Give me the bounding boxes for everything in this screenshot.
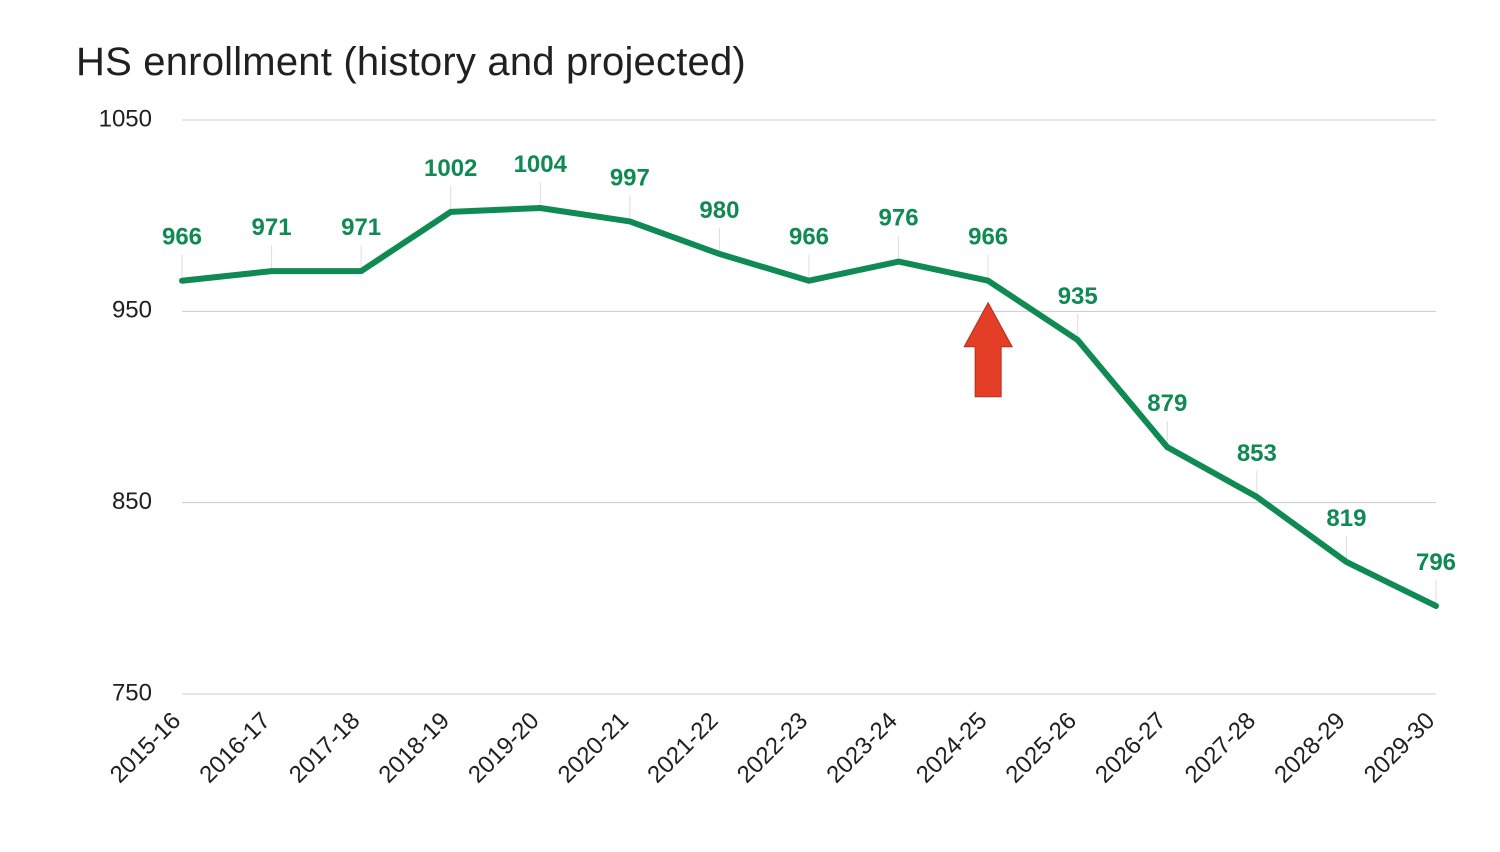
y-tick-label: 1050 — [99, 105, 152, 132]
y-tick-label: 750 — [112, 679, 152, 706]
x-tick-label: 2027-28 — [1180, 707, 1261, 788]
line-chart: 750 850 950 1050 2015-162016-172017-182018-1… — [0, 0, 1500, 852]
x-tick-label: 2018-19 — [374, 707, 455, 788]
x-tick-label: 2017-18 — [284, 707, 365, 788]
y-tick-label: 850 — [112, 488, 152, 515]
x-tick-label: 2022-23 — [732, 707, 813, 788]
data-label: 976 — [879, 205, 919, 232]
data-label: 966 — [789, 224, 829, 251]
data-label: 879 — [1147, 390, 1187, 417]
x-tick-label: 2016-17 — [194, 707, 275, 788]
x-tick-label: 2025-26 — [1001, 707, 1082, 788]
data-label: 1004 — [514, 151, 568, 178]
data-label: 971 — [252, 214, 292, 241]
x-tick-label: 2026-27 — [1090, 707, 1171, 788]
x-tick-label: 2023-24 — [821, 707, 902, 788]
x-tick-label: 2019-20 — [463, 707, 544, 788]
data-label: 853 — [1237, 440, 1277, 467]
data-label: 997 — [610, 164, 650, 191]
x-tick-label: 2021-22 — [642, 707, 723, 788]
data-label: 819 — [1326, 505, 1366, 532]
data-label: 980 — [699, 197, 739, 224]
x-tick-label: 2020-21 — [553, 707, 634, 788]
x-tick-label: 2024-25 — [911, 707, 992, 788]
x-tick-label: 2028-29 — [1269, 707, 1350, 788]
data-label: 1002 — [424, 155, 477, 182]
x-tick-label: 2029-30 — [1359, 707, 1440, 788]
data-label: 971 — [341, 214, 381, 241]
chart-container: HS enrollment (history and projected) 75… — [0, 0, 1500, 852]
data-label: 966 — [968, 224, 1008, 251]
data-label: 935 — [1058, 283, 1098, 310]
y-tick-label: 950 — [112, 297, 152, 324]
x-tick-label: 2015-16 — [105, 707, 186, 788]
data-label: 796 — [1416, 549, 1456, 576]
data-label: 966 — [162, 224, 202, 251]
arrow-up-marker-icon — [964, 303, 1012, 397]
